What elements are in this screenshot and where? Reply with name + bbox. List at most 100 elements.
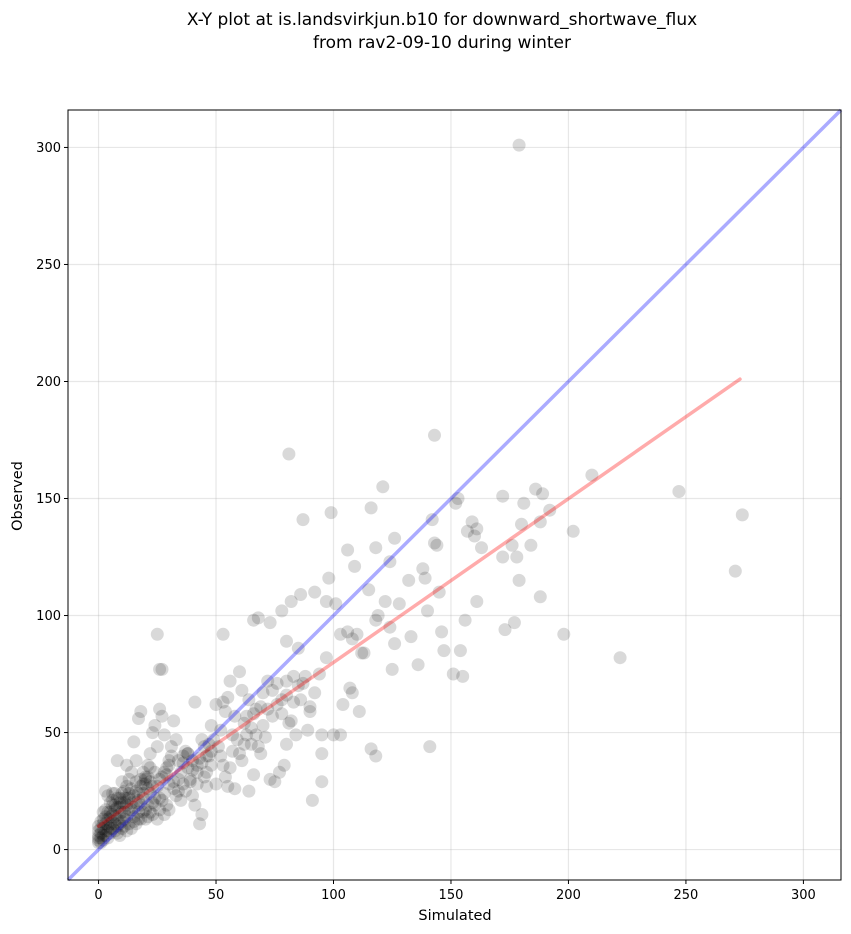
- data-point: [150, 812, 164, 826]
- data-point: [146, 779, 160, 793]
- data-point: [364, 501, 378, 515]
- data-point: [139, 777, 152, 791]
- data-point: [735, 508, 749, 522]
- data-point: [204, 719, 218, 732]
- data-point: [155, 709, 169, 723]
- data-point: [308, 585, 322, 599]
- data-point: [120, 791, 134, 805]
- data-point: [183, 772, 197, 786]
- data-point: [103, 817, 117, 831]
- data-point: [179, 784, 192, 798]
- data-point: [129, 754, 143, 768]
- data-point: [141, 798, 155, 812]
- data-point: [96, 833, 110, 847]
- grid-lines: [68, 110, 841, 880]
- data-point: [94, 831, 108, 845]
- data-point: [96, 822, 110, 835]
- data-point: [106, 786, 120, 800]
- fit-line: [96, 377, 742, 828]
- data-point: [171, 772, 185, 786]
- data-point: [92, 831, 105, 845]
- y-axis-ticks: 0 50 100 150 200 250 300: [36, 141, 68, 858]
- data-point: [470, 522, 484, 536]
- data-point: [446, 667, 460, 681]
- data-point: [150, 740, 164, 754]
- data-point: [287, 669, 301, 683]
- data-point: [233, 665, 246, 679]
- data-point: [169, 733, 183, 747]
- x-tick-label: 300: [791, 888, 816, 903]
- data-point: [106, 822, 120, 835]
- data-point: [129, 775, 143, 789]
- data-point: [369, 613, 383, 627]
- data-point: [249, 728, 263, 742]
- data-point: [308, 686, 322, 700]
- data-point: [268, 775, 282, 789]
- data-point: [164, 749, 178, 763]
- data-point: [228, 709, 242, 723]
- data-point: [171, 784, 185, 798]
- data-point: [92, 819, 105, 833]
- data-point: [284, 595, 298, 608]
- data-point: [157, 728, 171, 742]
- data-point: [176, 756, 190, 770]
- data-point: [465, 515, 479, 529]
- data-point: [214, 749, 228, 763]
- data-point: [188, 695, 202, 709]
- data-point: [157, 786, 171, 800]
- data-point: [496, 489, 510, 503]
- data-point: [106, 793, 120, 807]
- data-point: [146, 726, 160, 740]
- data-point: [453, 644, 467, 658]
- data-point: [120, 758, 134, 772]
- data-point: [176, 777, 190, 791]
- data-point: [348, 559, 362, 573]
- data-point: [280, 688, 293, 702]
- data-point: [214, 723, 228, 737]
- data-point: [458, 613, 472, 627]
- data-point: [421, 604, 434, 618]
- data-point: [277, 758, 291, 772]
- data-point: [327, 728, 340, 742]
- x-tick-label: 200: [556, 888, 581, 903]
- data-point: [411, 658, 425, 672]
- data-point: [157, 808, 171, 821]
- data-point: [139, 772, 152, 786]
- data-point: [428, 428, 441, 442]
- data-point: [305, 793, 319, 807]
- data-point: [124, 796, 138, 810]
- data-point: [209, 777, 223, 791]
- data-point: [92, 836, 105, 850]
- data-point: [181, 747, 195, 761]
- data-point: [190, 758, 204, 772]
- data-point: [110, 754, 124, 768]
- data-point: [101, 812, 115, 826]
- data-point: [141, 782, 155, 796]
- data-point: [127, 815, 141, 828]
- data-point: [117, 784, 131, 798]
- data-point: [193, 751, 207, 765]
- data-point: [115, 822, 129, 835]
- data-point: [113, 796, 127, 810]
- data-point: [120, 824, 134, 838]
- data-point: [143, 775, 157, 789]
- data-point: [343, 681, 357, 695]
- data-point: [369, 749, 383, 763]
- data-point: [132, 786, 145, 800]
- data-point: [106, 808, 120, 821]
- data-point: [153, 772, 167, 786]
- data-point: [296, 513, 310, 527]
- data-point: [117, 819, 131, 833]
- data-point: [195, 733, 209, 747]
- data-point: [263, 616, 277, 630]
- data-point: [106, 815, 120, 828]
- data-point: [254, 700, 268, 714]
- data-point: [423, 740, 437, 754]
- data-point: [186, 789, 199, 803]
- data-point: [150, 779, 164, 793]
- data-point: [256, 719, 270, 732]
- data-point: [200, 765, 214, 779]
- data-point: [153, 803, 167, 817]
- data-point: [103, 796, 117, 810]
